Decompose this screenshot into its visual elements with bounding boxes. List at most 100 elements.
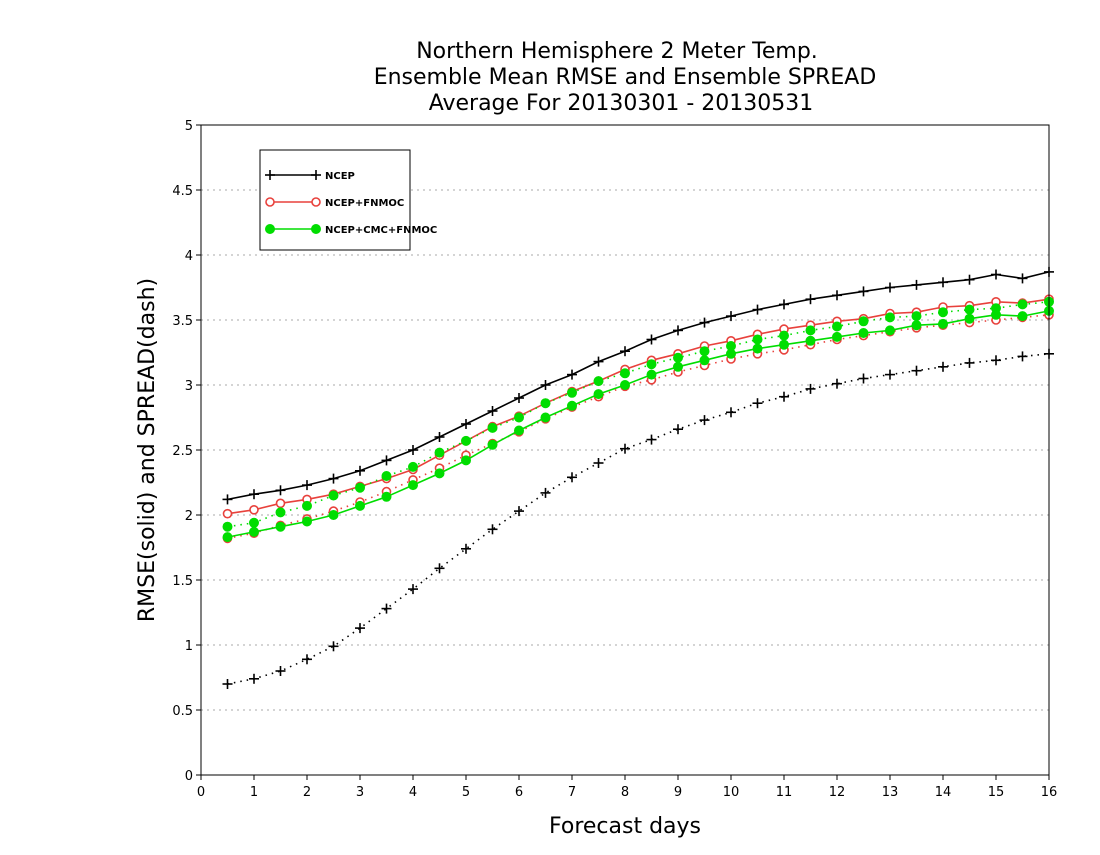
legend-entry-ncep-fnmoc: NCEP+FNMOC [265,197,404,209]
data-point-ncep-cmc-fnmoc-solid [964,313,975,324]
data-point-ncep-cmc-fnmoc-dash [408,461,418,472]
data-point-ncep-cmc-fnmoc-dash [355,482,365,493]
x-tick-label: 7 [568,785,576,800]
series-line-ncep-fnmoc-solid [227,298,1050,515]
data-point-ncep-solid [726,311,736,322]
data-point-ncep-cmc-fnmoc-dash [726,341,736,351]
series-line-ncep-cmc-fnmoc-dash [227,301,1050,528]
data-point-ncep-dash [461,543,471,554]
chart-title-line-2: Ensemble Mean RMSE and Ensemble SPREAD [374,65,877,90]
data-point-ncep-solid [593,356,604,367]
data-point-ncep-cmc-fnmoc-solid [434,468,445,479]
y-tick-label: 4 [185,249,193,264]
data-point-ncep-solid [805,294,816,305]
legend-marker-ncep [311,170,321,180]
data-point-ncep-dash [620,443,630,454]
data-point-ncep-dash [858,373,869,384]
legend-marker-ncep-cmc-fnmoc [311,224,321,234]
data-point-ncep-dash [434,563,445,574]
data-point-ncep-cmc-fnmoc-solid [514,425,524,436]
data-point-ncep-cmc-fnmoc-solid [222,532,233,543]
data-point-ncep-dash [964,357,975,368]
data-point-ncep-dash [249,673,259,684]
data-point-ncep-dash [1017,351,1028,362]
series-line-ncep-dash [227,353,1050,685]
data-point-ncep-solid [355,465,365,476]
data-point-ncep-solid [540,380,551,390]
legend-marker-ncep-fnmoc [265,197,275,207]
data-point-ncep-cmc-fnmoc-dash [381,471,392,481]
y-axis-label: RMSE(solid) and SPREAD(dash) [135,278,160,622]
data-point-ncep-cmc-fnmoc-dash [540,398,551,409]
series-line-ncep-solid [227,271,1050,501]
data-point-ncep-solid [381,455,392,466]
y-tick-label: 0.5 [172,704,193,719]
data-point-ncep-cmc-fnmoc-dash [302,500,312,511]
data-point-ncep-solid [991,269,1001,280]
data-point-ncep-solid [673,325,683,336]
y-tick-label: 2.5 [172,444,193,459]
data-point-ncep-cmc-fnmoc-solid [646,369,657,380]
data-point-ncep-dash [514,506,524,517]
data-point-ncep-cmc-fnmoc-solid [302,516,312,527]
data-point-ncep-cmc-fnmoc-solid [911,320,922,331]
data-point-ncep-cmc-fnmoc-dash [434,447,445,458]
x-tick-label: 8 [621,785,629,800]
data-point-ncep-cmc-fnmoc-solid [381,491,392,502]
data-point-ncep-cmc-fnmoc-dash [832,321,842,332]
data-point-ncep-fnmoc-solid [249,504,259,515]
chart-title: Northern Hemisphere 2 Meter Temp. Ensemb… [374,39,877,116]
data-point-ncep-dash [540,487,551,498]
data-point-ncep-solid [567,369,577,380]
series-line-ncep-fnmoc-dash [227,314,1050,540]
x-tick-label: 9 [674,785,682,800]
data-point-ncep-cmc-fnmoc-solid [249,526,259,537]
data-point-ncep-cmc-fnmoc-dash [620,368,630,379]
data-point-ncep-cmc-fnmoc-solid [408,480,418,491]
data-point-ncep-dash [779,391,789,402]
data-point-ncep-solid [328,473,339,484]
data-point-ncep-cmc-fnmoc-dash [593,376,604,387]
data-point-ncep-cmc-fnmoc-dash [567,387,577,398]
series-ncep-dash [222,348,1054,689]
data-point-ncep-cmc-fnmoc-dash [646,359,657,370]
x-tick-label: 0 [197,785,205,800]
data-point-ncep-cmc-fnmoc-dash [328,490,339,501]
data-point-ncep-solid [832,290,842,301]
x-tick-label: 2 [303,785,311,800]
x-tick-label: 14 [935,785,952,800]
data-point-ncep-dash [593,458,604,468]
y-tick-label: 0 [185,769,193,784]
data-point-ncep-solid [222,494,233,505]
data-point-ncep-dash [567,472,577,483]
data-point-ncep-cmc-fnmoc-dash [514,412,524,423]
data-point-ncep-cmc-fnmoc-solid [805,335,816,346]
data-point-ncep-cmc-fnmoc-solid [885,325,895,336]
data-point-ncep-dash [991,355,1001,366]
data-point-ncep-cmc-fnmoc-dash [805,325,816,336]
data-point-ncep-solid [487,406,498,416]
data-point-ncep-cmc-fnmoc-solid [593,389,604,400]
y-tick-label: 1.5 [172,574,193,589]
data-point-ncep-solid [911,279,922,290]
data-point-ncep-cmc-fnmoc-solid [752,343,763,354]
data-point-ncep-dash [699,415,710,426]
data-point-ncep-dash [646,434,657,445]
x-tick-label: 6 [515,785,523,800]
data-point-ncep-cmc-fnmoc-dash [673,352,683,363]
legend-label-ncep: NCEP [325,171,355,182]
data-point-ncep-cmc-fnmoc-dash [487,422,498,433]
x-tick-label: 5 [462,785,470,800]
x-tick-label: 11 [776,785,793,800]
data-point-ncep-dash [938,361,948,372]
data-point-ncep-solid [858,286,869,297]
data-point-ncep-cmc-fnmoc-solid [487,439,498,450]
legend-box [259,149,411,251]
data-point-ncep-cmc-fnmoc-solid [540,412,551,423]
series-ncep-cmc-fnmoc-dash [222,296,1054,532]
data-point-ncep-dash [673,424,683,435]
data-point-ncep-dash [355,623,365,634]
data-point-ncep-dash [726,407,736,418]
legend-marker-ncep-fnmoc [311,197,321,207]
data-point-ncep-solid [620,346,630,357]
